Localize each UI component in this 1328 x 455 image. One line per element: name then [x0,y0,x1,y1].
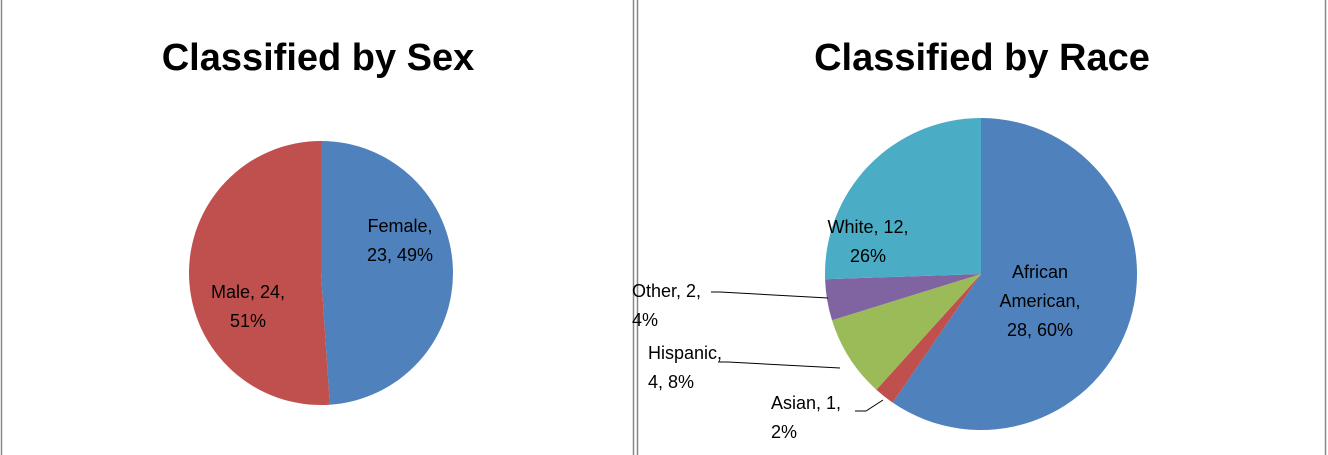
data-label: Male, 24, 51% [211,282,285,331]
pie-slice [892,118,1138,430]
leader-line [711,291,829,299]
data-label: Other, 2, 4% [632,281,701,330]
data-label-line: 23, 49% [367,245,433,265]
data-label-line: Male, 24, [211,282,285,302]
pie-slice [824,118,981,280]
data-label-line: Hispanic, [648,343,722,363]
data-label-line: 2% [771,422,797,442]
data-label: Female, 23, 49% [367,216,433,265]
pie-slice [825,274,981,321]
data-label-line: Other, 2, [632,281,701,301]
data-label: Hispanic, 4, 8% [648,343,722,392]
data-label: Asian, 1, 2% [771,393,841,442]
data-label-line: 4% [632,310,658,330]
chart-title: Classified by Race [814,37,1150,79]
leader-line [855,399,884,412]
data-label-line: White, 12, [827,217,908,237]
data-label: African American, 28, 60% [999,262,1080,340]
panel-border [0,0,635,455]
data-label-line: African [1012,262,1068,282]
pie-slice [188,141,330,405]
data-label: White, 12, 26% [827,217,908,266]
data-label-line: American, [999,291,1080,311]
data-label-line: 28, 60% [1007,320,1073,340]
leader-line [718,361,841,369]
data-label-line: Female, [367,216,432,236]
data-label-line: Asian, 1, [771,393,841,413]
pie-slice [832,274,981,390]
data-label-line: 4, 8% [648,372,694,392]
data-label-line: 26% [850,246,886,266]
panel-border [636,0,1327,455]
pie-slice [876,274,981,403]
data-label-line: 51% [230,311,266,331]
pie-slice [321,141,453,405]
chart-title: Classified by Sex [162,37,475,79]
